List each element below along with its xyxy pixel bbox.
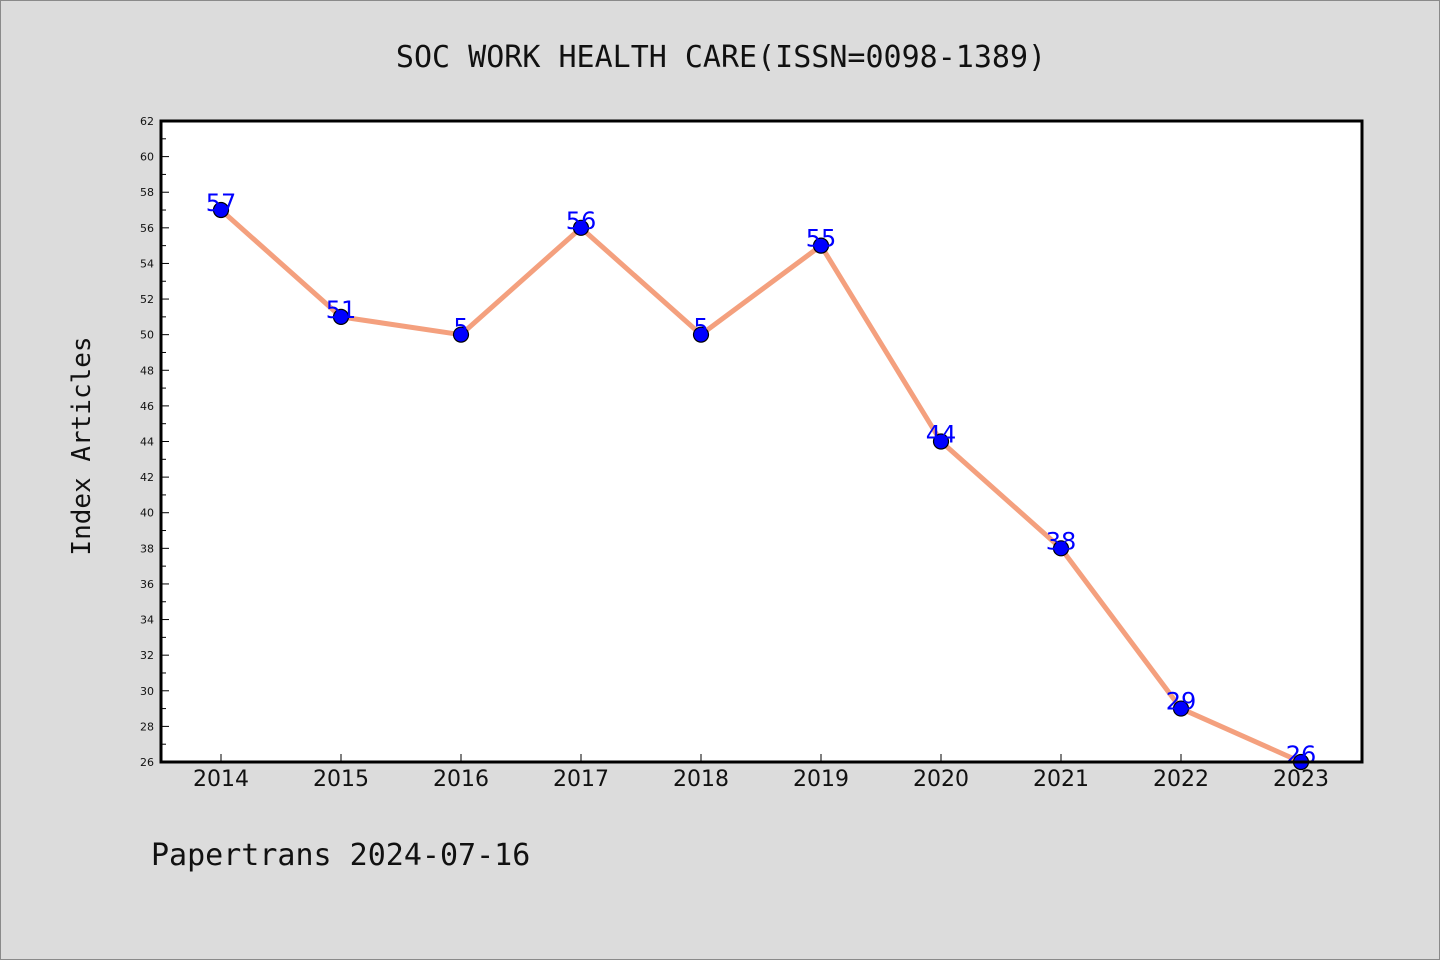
footer-date-stamp: Papertrans 2024-07-16: [151, 838, 530, 873]
y-tick-label: 42: [140, 471, 154, 484]
y-tick-label: 52: [140, 293, 154, 306]
x-tick-label: 2020: [913, 767, 969, 792]
y-tick-label: 40: [140, 507, 154, 520]
data-point-marker: [572, 219, 590, 236]
y-tick-label: 32: [140, 649, 154, 662]
data-point-marker: [812, 237, 830, 254]
x-tick-label: 2022: [1153, 767, 1209, 792]
y-tick-label: 46: [140, 400, 154, 413]
x-axis: 2014 2015 2016 2017 2018 2019 2020 2021 2022 2023: [193, 754, 1329, 792]
data-point-marker: [452, 326, 470, 343]
data-point-marker: [692, 326, 710, 343]
data-label: 5: [453, 314, 468, 342]
data-label: 55: [806, 225, 837, 253]
data-label: 44: [926, 421, 957, 449]
data-label: 38: [1046, 527, 1077, 555]
y-tick-label: 54: [140, 257, 154, 270]
x-tick-label: 2021: [1033, 767, 1089, 792]
data-point-marker: [332, 308, 350, 325]
x-tick-label: 2015: [313, 767, 369, 792]
y-tick-label: 30: [140, 685, 154, 698]
x-tick-label: 2016: [433, 767, 489, 792]
y-tick-label: 36: [140, 578, 154, 591]
x-tick-label: 2019: [793, 767, 849, 792]
data-point-marker: [932, 433, 950, 450]
x-tick-label: 2014: [193, 767, 249, 792]
y-tick-label: 28: [140, 720, 154, 733]
x-tick-label: 2017: [553, 767, 609, 792]
data-point-marker: [1052, 540, 1070, 557]
y-tick-label: 58: [140, 186, 154, 199]
y-tick-label: 50: [140, 329, 154, 342]
y-tick-label: 44: [140, 436, 154, 449]
y-tick-label: 26: [140, 756, 154, 769]
y-tick-label: 38: [140, 542, 154, 555]
y-axis-label: Index Articles: [67, 336, 97, 555]
series-line-path: [218, 207, 1304, 765]
data-label: 26: [1286, 741, 1317, 769]
chart-title: SOC WORK HEALTH CARE(ISSN=0098-1389): [396, 40, 1046, 75]
y-tick-label: 48: [140, 364, 154, 377]
data-point-marker: [212, 201, 230, 219]
series-line: [218, 207, 1304, 765]
plot-frame: [159, 119, 1364, 764]
data-label: 5: [693, 314, 708, 342]
y-tick-label: 60: [140, 151, 154, 164]
plot-area: [161, 121, 1362, 762]
y-tick-label: 56: [140, 222, 154, 235]
data-label: 57: [206, 189, 237, 217]
data-label: 56: [566, 207, 597, 235]
x-tick-label: 2018: [673, 767, 729, 792]
y-tick-label: 62: [140, 115, 154, 128]
data-point-marker: [1172, 700, 1190, 717]
y-axis: 26 28 30 32 34 36 38 40 42 44 46 48 50 52 54 56 58 60 62: [140, 115, 169, 769]
data-label: 29: [1166, 688, 1197, 716]
data-label: 51: [326, 296, 357, 324]
x-tick-label: 2023: [1273, 767, 1329, 792]
y-tick-label: 34: [140, 614, 154, 627]
